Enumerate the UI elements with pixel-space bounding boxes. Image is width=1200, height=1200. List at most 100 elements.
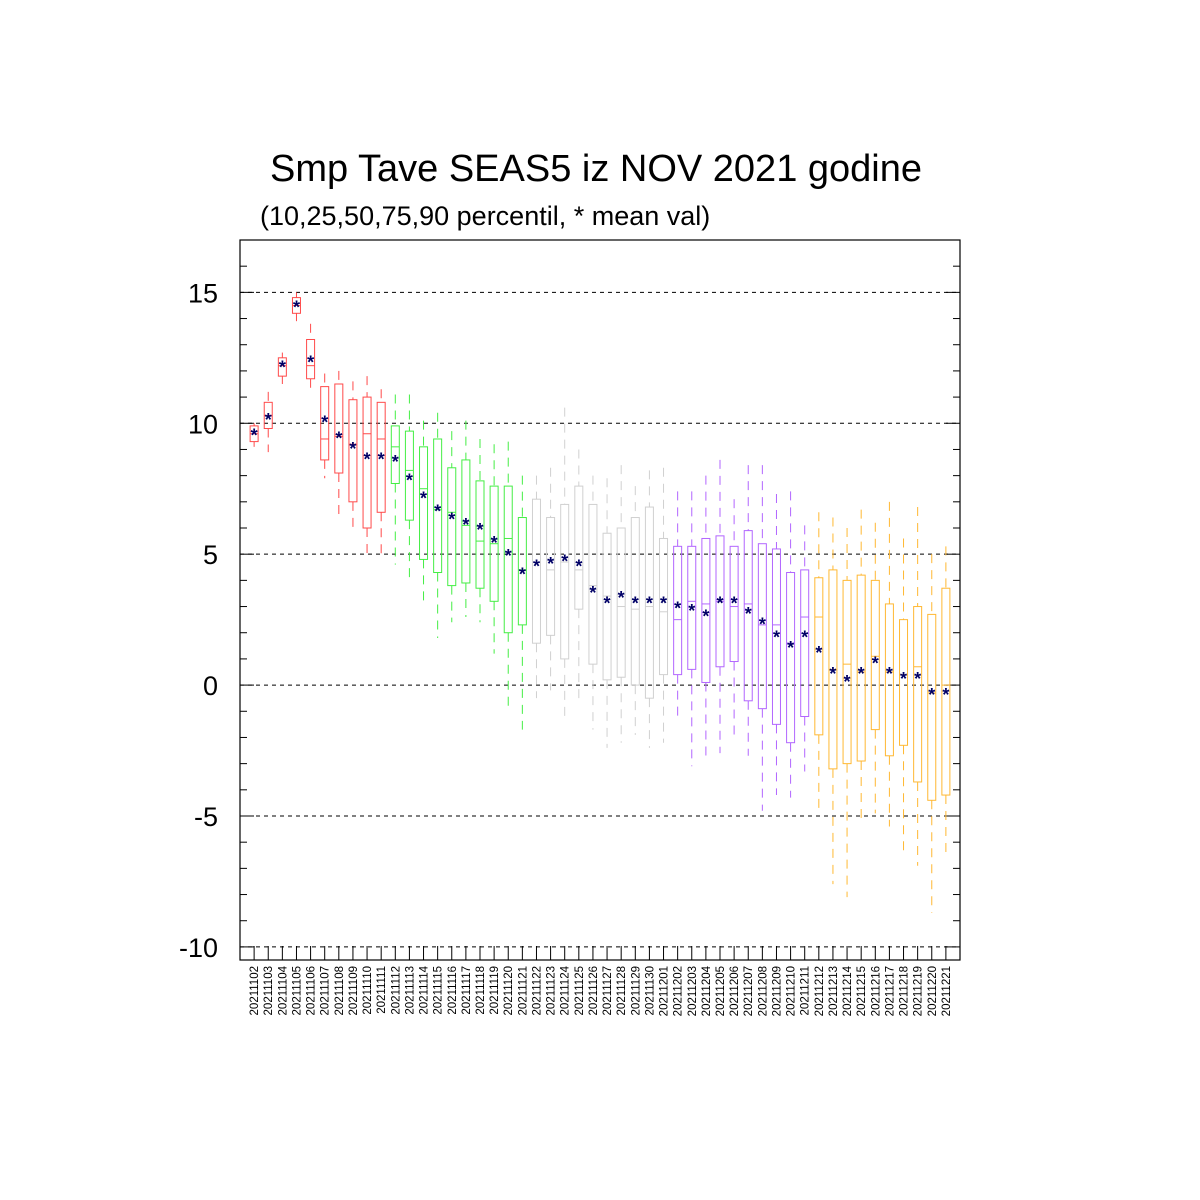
mean-marker: * — [716, 593, 723, 613]
mean-marker: * — [293, 297, 300, 317]
mean-marker: * — [321, 413, 328, 433]
box-iqr — [447, 467, 457, 587]
x-tick-label: 20211128 — [616, 966, 628, 1015]
box-iqr — [334, 383, 344, 474]
box-20211117: * — [461, 420, 471, 618]
box-iqr — [659, 537, 669, 676]
box-iqr — [320, 386, 330, 461]
mean-marker: * — [448, 510, 455, 530]
mean-marker: * — [364, 449, 371, 469]
mean-marker: * — [914, 669, 921, 689]
box-20211119: * — [489, 444, 499, 654]
box-iqr — [743, 530, 753, 702]
y-tick-label: -5 — [194, 802, 218, 832]
box-iqr — [376, 401, 386, 513]
x-tick-label: 20211112 — [390, 966, 402, 1015]
x-tick-label: 20211119 — [489, 966, 501, 1015]
box-20211105: * — [291, 292, 301, 322]
box-iqr — [757, 543, 767, 710]
box-iqr — [630, 517, 640, 686]
x-tick-label: 20211111 — [376, 966, 388, 1014]
x-tick-label: 20211117 — [461, 966, 473, 1015]
x-tick-label: 20211221 — [941, 966, 953, 1016]
mean-marker: * — [575, 557, 582, 577]
x-tick-label: 20211108 — [334, 966, 346, 1015]
box-20211207: * — [743, 465, 753, 756]
box-20211115: * — [433, 412, 443, 638]
box-iqr — [899, 619, 909, 746]
x-tick-label: 20211104 — [277, 965, 289, 1015]
mean-marker: * — [886, 664, 893, 684]
box-iqr — [687, 545, 697, 670]
mean-marker: * — [462, 515, 469, 535]
y-tick-label: 5 — [203, 540, 218, 570]
box-20211221: * — [941, 546, 951, 858]
mean-marker: * — [335, 428, 342, 448]
box-20211203: * — [687, 491, 697, 767]
x-tick-label: 20211122 — [531, 966, 543, 1015]
box-20211109: * — [348, 381, 358, 534]
box-20211113: * — [404, 394, 414, 578]
mean-marker: * — [759, 614, 766, 634]
chart-title: Smp Tave SEAS5 iz NOV 2021 godine — [269, 148, 922, 190]
box-20211210: * — [786, 491, 796, 798]
mean-marker: * — [505, 546, 512, 566]
box-20211220: * — [927, 554, 937, 913]
box-iqr — [390, 425, 400, 484]
box-20211107: * — [320, 373, 330, 479]
box-20211211: * — [800, 525, 810, 772]
box-iqr — [842, 579, 852, 765]
box-iqr — [673, 545, 683, 676]
mean-marker: * — [547, 554, 554, 574]
x-tick-label: 20211116 — [447, 966, 459, 1015]
box-20211125: * — [574, 449, 584, 701]
x-tick-label: 20211206 — [729, 966, 741, 1016]
mean-marker: * — [349, 439, 356, 459]
x-tick-label: 20211218 — [899, 966, 911, 1016]
box-iqr — [404, 430, 414, 521]
box-20211205: * — [715, 459, 725, 754]
box-iqr — [277, 357, 287, 377]
box-iqr — [574, 485, 584, 610]
mean-marker: * — [476, 520, 483, 540]
mean-marker: * — [589, 583, 596, 603]
box-20211111: * — [376, 389, 386, 555]
y-tick-label: 15 — [188, 278, 218, 308]
box-20211212: * — [814, 512, 824, 814]
mean-marker: * — [307, 352, 314, 372]
x-tick-label: 20211201 — [659, 966, 671, 1016]
x-tick-label: 20211105 — [291, 966, 303, 1015]
box-iqr — [856, 574, 866, 762]
box-iqr — [362, 396, 372, 529]
mean-marker: * — [745, 604, 752, 624]
mean-marker: * — [815, 643, 822, 663]
mean-marker: * — [604, 593, 611, 613]
box-20211213: * — [828, 517, 838, 885]
x-tick-label: 20211211 — [800, 966, 812, 1015]
box-iqr — [475, 480, 485, 589]
mean-marker: * — [533, 557, 540, 577]
box-20211108: * — [334, 370, 344, 518]
x-tick-label: 20211210 — [786, 966, 798, 1016]
box-iqr — [588, 503, 598, 665]
box-20211124: * — [560, 407, 570, 717]
x-tick-label: 20211114 — [419, 965, 431, 1014]
box-20211208: * — [757, 465, 767, 811]
x-tick-label: 20211209 — [771, 966, 783, 1016]
mean-marker: * — [872, 654, 879, 674]
box-20211201: * — [659, 467, 669, 743]
box-20211114: * — [419, 420, 429, 604]
plot-frame — [239, 239, 961, 961]
x-tick-label: 20211107 — [320, 966, 332, 1015]
box-iqr — [786, 572, 796, 744]
mean-marker: * — [265, 410, 272, 430]
mean-marker: * — [632, 593, 639, 613]
box-20211103: * — [263, 391, 273, 453]
box-iqr — [884, 603, 894, 757]
x-tick-label: 20211109 — [348, 966, 360, 1015]
box-20211110: * — [362, 376, 372, 560]
mean-marker: * — [731, 593, 738, 613]
box-iqr — [913, 606, 923, 783]
x-tick-label: 20211215 — [856, 966, 868, 1016]
x-tick-label: 20211125 — [574, 966, 586, 1015]
